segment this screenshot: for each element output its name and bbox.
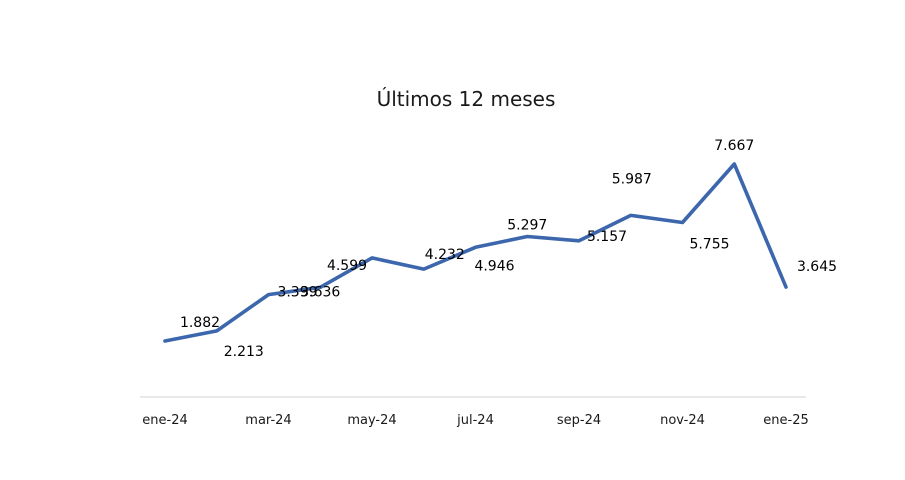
x-tick-label-jul-24: jul-24 [456,413,494,428]
series-line [163,162,788,343]
data-point-sep-24 [577,239,581,243]
data-point-oct-24 [629,213,633,217]
data-point-may-24 [370,256,374,260]
data-label-oct-24: 5.987 [612,171,652,187]
data-point-ene-25 [784,285,788,289]
x-axis-ticks: ene-24 mar-24 may-24 jul-24 sep-24 nov-24 ene-… [142,413,808,428]
x-tick-label-ene-24: ene-24 [142,413,187,428]
data-point-ene-24 [163,339,167,343]
data-label-jun-24: 4.232 [425,247,465,263]
chart-title: Últimos 12 meses [377,87,556,111]
data-label-nov-24: 5.755 [689,237,729,253]
data-point-jul-24 [474,245,478,249]
data-label-dic-24: 7.667 [714,138,754,154]
data-label-abr-24: 3.636 [300,284,340,300]
x-tick-label-mar-24: mar-24 [245,413,291,428]
data-point-dic-24 [732,162,736,166]
data-label-ene-25: 3.645 [797,259,837,275]
x-tick-label-may-24: may-24 [347,413,396,428]
data-label-jul-24: 4.946 [474,258,514,274]
data-label-may-24: 4.599 [327,258,367,274]
data-point-jun-24 [422,267,426,271]
x-tick-label-sep-24: sep-24 [557,413,601,428]
data-point-ago-24 [525,235,529,239]
data-label-ene-24: 1.882 [180,315,220,331]
data-label-sep-24: 5.157 [587,229,627,245]
data-label-mar-24: 3.399 [277,285,317,301]
series-layer [163,162,788,343]
data-label-feb-24: 2.213 [224,344,264,360]
data-point-nov-24 [681,221,685,225]
x-tick-label-nov-24: nov-24 [660,413,705,428]
data-point-mar-24 [267,293,271,297]
x-tick-label-ene-25: ene-25 [763,413,808,428]
data-label-ago-24: 5.297 [507,218,547,234]
